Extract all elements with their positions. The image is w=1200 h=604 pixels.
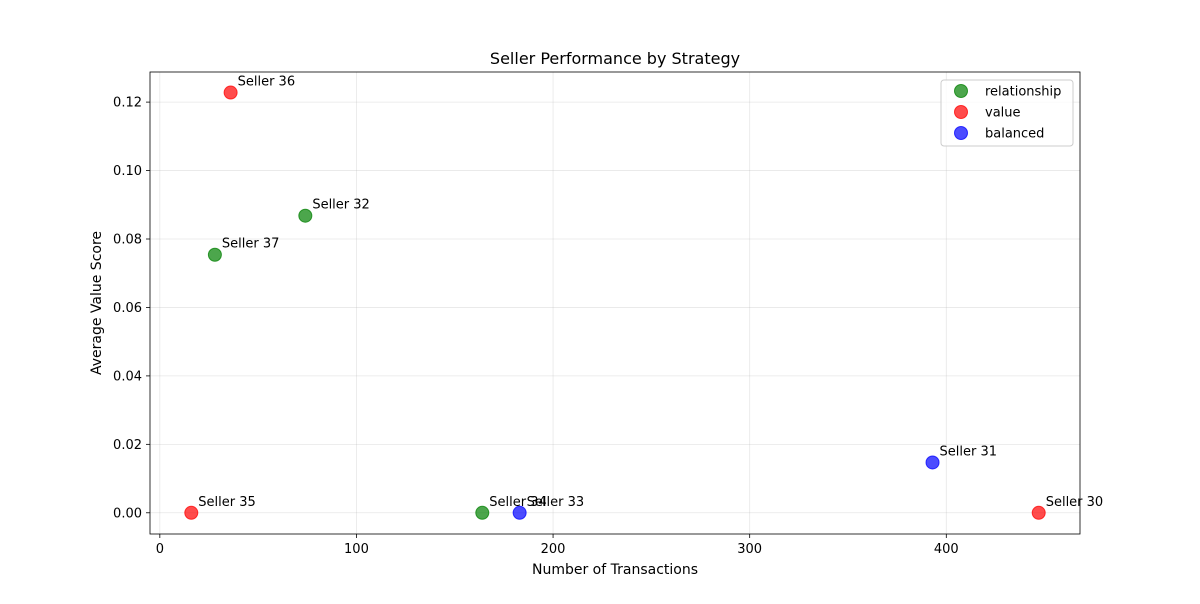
data-point [475, 505, 490, 520]
point-label: Seller 30 [1046, 495, 1104, 510]
y-tick-label: 0.12 [113, 96, 142, 111]
x-tick-label: 200 [541, 542, 566, 557]
data-point [207, 247, 222, 262]
x-tick-label: 100 [344, 542, 369, 557]
legend-items: relationship value balanced [954, 84, 1061, 142]
legend-marker [954, 105, 968, 119]
y-tick-label: 0.06 [113, 301, 142, 316]
legend-marker [954, 126, 968, 140]
point-label: Seller 31 [940, 444, 998, 459]
y-tick-label: 0.10 [113, 164, 142, 179]
y-tick-label: 0.04 [113, 369, 142, 384]
data-point [223, 85, 238, 100]
x-tick-label: 400 [934, 542, 959, 557]
grid-layer [150, 72, 1080, 534]
points-layer [184, 85, 1046, 520]
legend: relationship value balanced [940, 79, 1074, 147]
legend-label: balanced [985, 127, 1044, 142]
x-tick-label: 300 [737, 542, 762, 557]
y-tick-label: 0.00 [113, 506, 142, 521]
y-tick-label: 0.08 [113, 233, 142, 248]
legend-label: value [985, 106, 1021, 121]
point-label: Seller 34 [489, 495, 547, 510]
labels-layer: Seller 32 Seller 37 Seller 34 Seller 36 Sell… [198, 75, 1103, 510]
data-point [184, 505, 199, 520]
data-point [925, 455, 940, 470]
ticks-layer: 0 100 200 300 400 0.00 0.02 0.04 0.06 0.08 0.10 0.1… [113, 96, 959, 557]
point-label: Seller 35 [198, 495, 256, 510]
point-label: Seller 36 [238, 75, 295, 90]
data-point [512, 505, 527, 520]
legend-label: relationship [985, 85, 1061, 100]
data-point [1031, 505, 1046, 520]
x-tick-label: 0 [156, 542, 164, 557]
point-label: Seller 33 [527, 495, 585, 510]
data-point [298, 208, 313, 223]
legend-box [940, 79, 1074, 147]
legend-marker [954, 84, 968, 98]
point-label: Seller 37 [222, 237, 280, 252]
y-tick-label: 0.02 [113, 438, 142, 453]
y-axis-label: Average Value Score [89, 231, 105, 375]
point-label: Seller 32 [312, 198, 370, 213]
x-axis-label: Number of Transactions [532, 562, 698, 578]
chart-title: Seller Performance by Strategy [490, 49, 740, 68]
plot-frame [149, 71, 1081, 535]
